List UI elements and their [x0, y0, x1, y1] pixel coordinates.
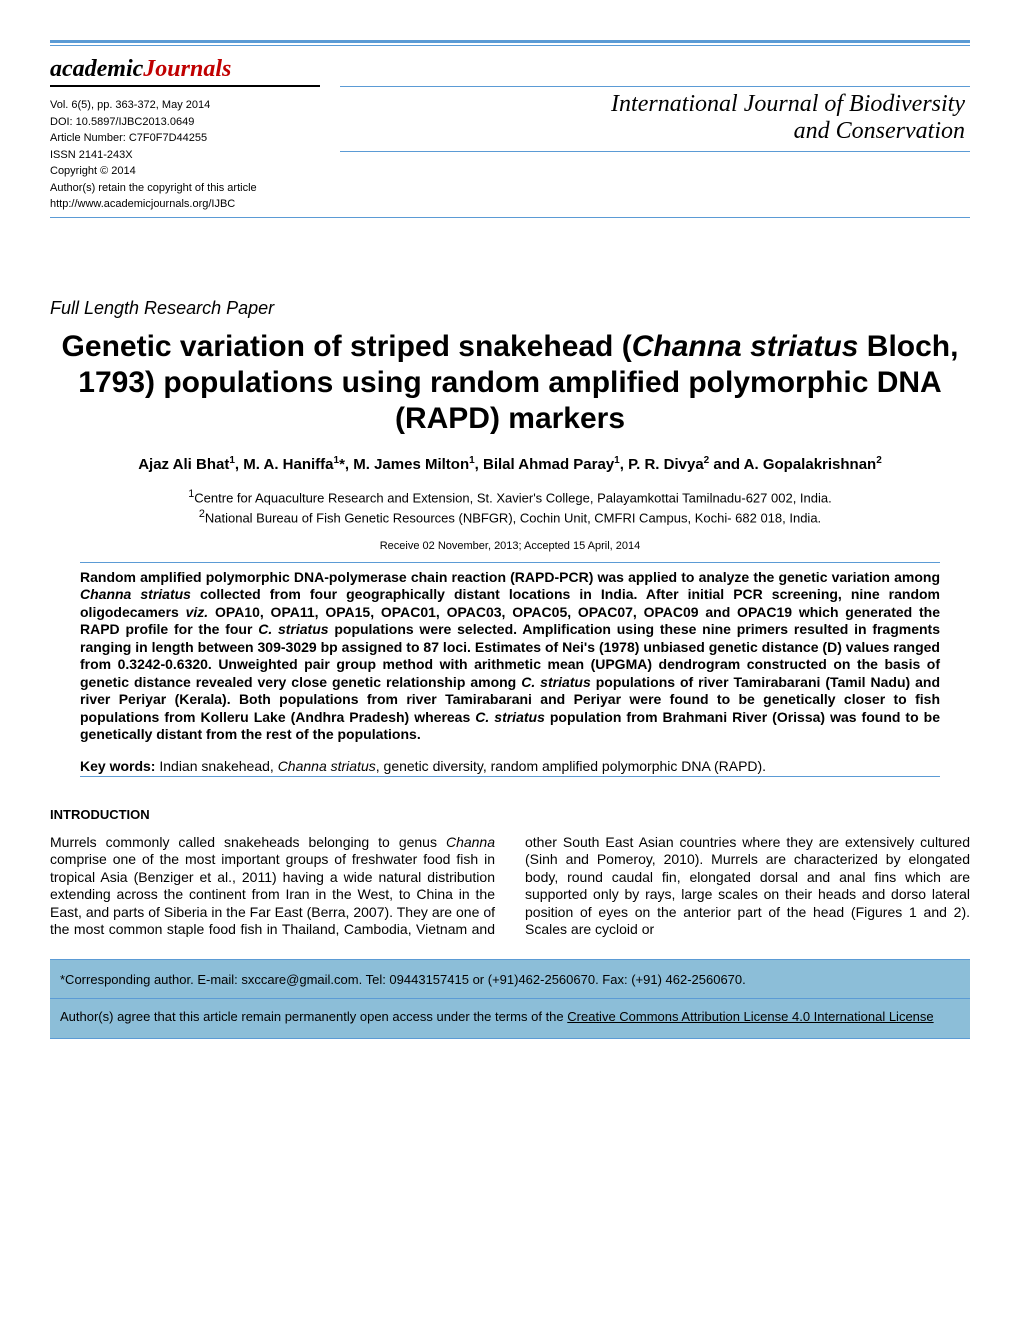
meta-article-number: Article Number: C7F0F7D44255: [50, 130, 320, 147]
meta-rights: Author(s) retain the copyright of this a…: [50, 180, 320, 197]
journal-title: International Journal of Biodiversity an…: [340, 86, 970, 152]
paper-dates: Receive 02 November, 2013; Accepted 15 A…: [50, 540, 970, 552]
paper-type-label: Full Length Research Paper: [50, 298, 970, 319]
logo-meta-block: academicJournals Vol. 6(5), pp. 363-372,…: [50, 56, 320, 213]
abstract-block: Random amplified polymorphic DNA-polymer…: [80, 569, 940, 777]
keywords-text: Key words: Indian snakehead, Channa stri…: [80, 758, 940, 777]
footer-divider: [50, 998, 970, 999]
header-bottom-rule: [50, 217, 970, 218]
footer-info-box: *Corresponding author. E-mail: sxccare@g…: [50, 959, 970, 1040]
paper-title: Genetic variation of striped snakehead (…: [50, 329, 970, 437]
meta-url[interactable]: http://www.academicjournals.org/IJBC: [50, 196, 320, 213]
license-statement: Author(s) agree that this article remain…: [60, 1007, 960, 1028]
article-meta-block: Vol. 6(5), pp. 363-372, May 2014 DOI: 10…: [50, 97, 320, 213]
corresponding-author: *Corresponding author. E-mail: sxccare@g…: [60, 970, 960, 991]
paper-authors: Ajaz Ali Bhat1, M. A. Haniffa1*, M. Jame…: [50, 455, 970, 473]
top-rule-thin: [50, 45, 970, 46]
logo-underline: [50, 85, 320, 87]
logo-text-red: Journals: [143, 56, 231, 82]
abstract-text: Random amplified polymorphic DNA-polymer…: [80, 569, 940, 744]
abstract-top-rule: [80, 562, 940, 563]
intro-body-columns: Murrels commonly called snakeheads belon…: [50, 834, 970, 939]
meta-vol-pp: Vol. 6(5), pp. 363-372, May 2014: [50, 97, 320, 114]
journal-name-line2: and Conservation: [340, 118, 965, 145]
publisher-logo: academicJournals: [50, 56, 320, 87]
page-container: academicJournals Vol. 6(5), pp. 363-372,…: [0, 0, 1020, 1079]
meta-issn: ISSN 2141-243X: [50, 147, 320, 164]
top-rule-thick: [50, 40, 970, 43]
logo-text-black: academic: [50, 56, 143, 82]
meta-doi: DOI: 10.5897/IJBC2013.0649: [50, 114, 320, 131]
journal-name-line1: International Journal of Biodiversity: [340, 91, 965, 118]
section-heading-intro: INTRODUCTION: [50, 807, 970, 822]
paper-affiliations: 1Centre for Aquaculture Research and Ext…: [50, 487, 970, 528]
header-row: academicJournals Vol. 6(5), pp. 363-372,…: [50, 56, 970, 213]
meta-copyright: Copyright © 2014: [50, 163, 320, 180]
